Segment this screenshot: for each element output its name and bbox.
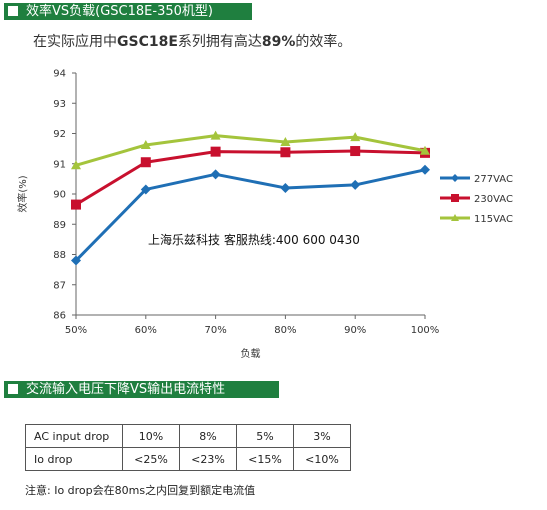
row-header: Io drop — [25, 447, 123, 471]
x-tick-label: 50% — [65, 325, 87, 336]
y-tick-label: 87 — [53, 280, 66, 291]
section-header-ac-drop: 交流输入电压下降VS输出电流特性 — [4, 381, 279, 398]
series-line-230VAC — [75, 149, 426, 206]
efficiency-chart: 86 87 88 89 90 91 92 93 94 50% 60% 70% 80% 90% 100% 负载 效… — [16, 69, 513, 361]
x-axis-label: 负载 — [241, 347, 261, 360]
table-cell: <23% — [179, 447, 237, 471]
table-cell: <15% — [236, 447, 294, 471]
x-tick-label: 70% — [204, 325, 226, 336]
data-point — [280, 182, 291, 193]
legend-marker — [451, 174, 459, 182]
data-point — [280, 147, 291, 158]
data-point — [140, 184, 151, 195]
legend-label: 277VAC — [474, 174, 513, 185]
y-tick-label: 94 — [53, 69, 66, 80]
square-bullet-icon — [8, 6, 18, 16]
section-title: 交流输入电压下降VS输出电流特性 — [26, 382, 226, 397]
table-cell: 3% — [293, 424, 351, 448]
data-point — [420, 164, 430, 175]
x-tick-label: 80% — [274, 325, 296, 336]
data-point — [420, 145, 430, 155]
section-header-efficiency: 效率VS负载(GSC18E-350机型) — [4, 3, 252, 20]
table-cell: 8% — [179, 424, 237, 448]
table-cell: 5% — [236, 424, 294, 448]
data-point — [280, 136, 291, 146]
legend-label: 230VAC — [474, 194, 513, 205]
intro-text: 在实际应用中GSC18E系列拥有高达89%的效率。 — [33, 34, 352, 50]
series-line-115VAC — [75, 134, 426, 167]
table-row: Io drop <25% <23% <15% <10% — [25, 447, 351, 471]
data-point — [71, 199, 81, 210]
y-tick-label: 93 — [53, 99, 66, 110]
data-point — [71, 160, 81, 170]
data-point — [140, 139, 151, 149]
legend-marker — [451, 214, 459, 221]
y-tick-label: 92 — [53, 129, 66, 140]
data-point — [350, 179, 361, 190]
data-point — [350, 146, 361, 157]
table-cell: <10% — [293, 447, 351, 471]
table-cell: 10% — [122, 424, 180, 448]
annotation-text: 上海乐兹科技 客服热线:400 600 0430 — [148, 232, 360, 247]
data-point — [210, 130, 221, 140]
data-point — [210, 146, 221, 157]
legend-marker — [451, 194, 459, 202]
y-tick-label: 89 — [53, 220, 66, 231]
data-point — [350, 132, 361, 142]
x-tick-label: 100% — [411, 325, 440, 336]
ac-drop-table: AC input drop 10% 8% 5% 3% Io drop <25% … — [25, 424, 351, 471]
footnote: 注意: Io drop会在80ms之内回复到额定电流值 — [25, 484, 256, 497]
data-point — [210, 169, 221, 180]
row-header: AC input drop — [25, 424, 123, 448]
section-title: 效率VS负载(GSC18E-350机型) — [26, 4, 213, 19]
data-point — [140, 157, 151, 168]
x-tick-label: 90% — [344, 325, 366, 336]
table-cell: <25% — [122, 447, 180, 471]
y-axis-label: 效率(%) — [16, 175, 29, 212]
table-row: AC input drop 10% 8% 5% 3% — [25, 424, 351, 448]
y-tick-label: 86 — [53, 311, 66, 322]
y-tick-label: 90 — [53, 190, 66, 201]
x-tick-label: 60% — [135, 325, 157, 336]
y-tick-label: 91 — [53, 159, 66, 170]
y-tick-label: 88 — [53, 250, 66, 261]
square-bullet-icon — [8, 384, 18, 394]
legend-label: 115VAC — [474, 214, 513, 225]
series-line-277VAC — [74, 168, 426, 262]
